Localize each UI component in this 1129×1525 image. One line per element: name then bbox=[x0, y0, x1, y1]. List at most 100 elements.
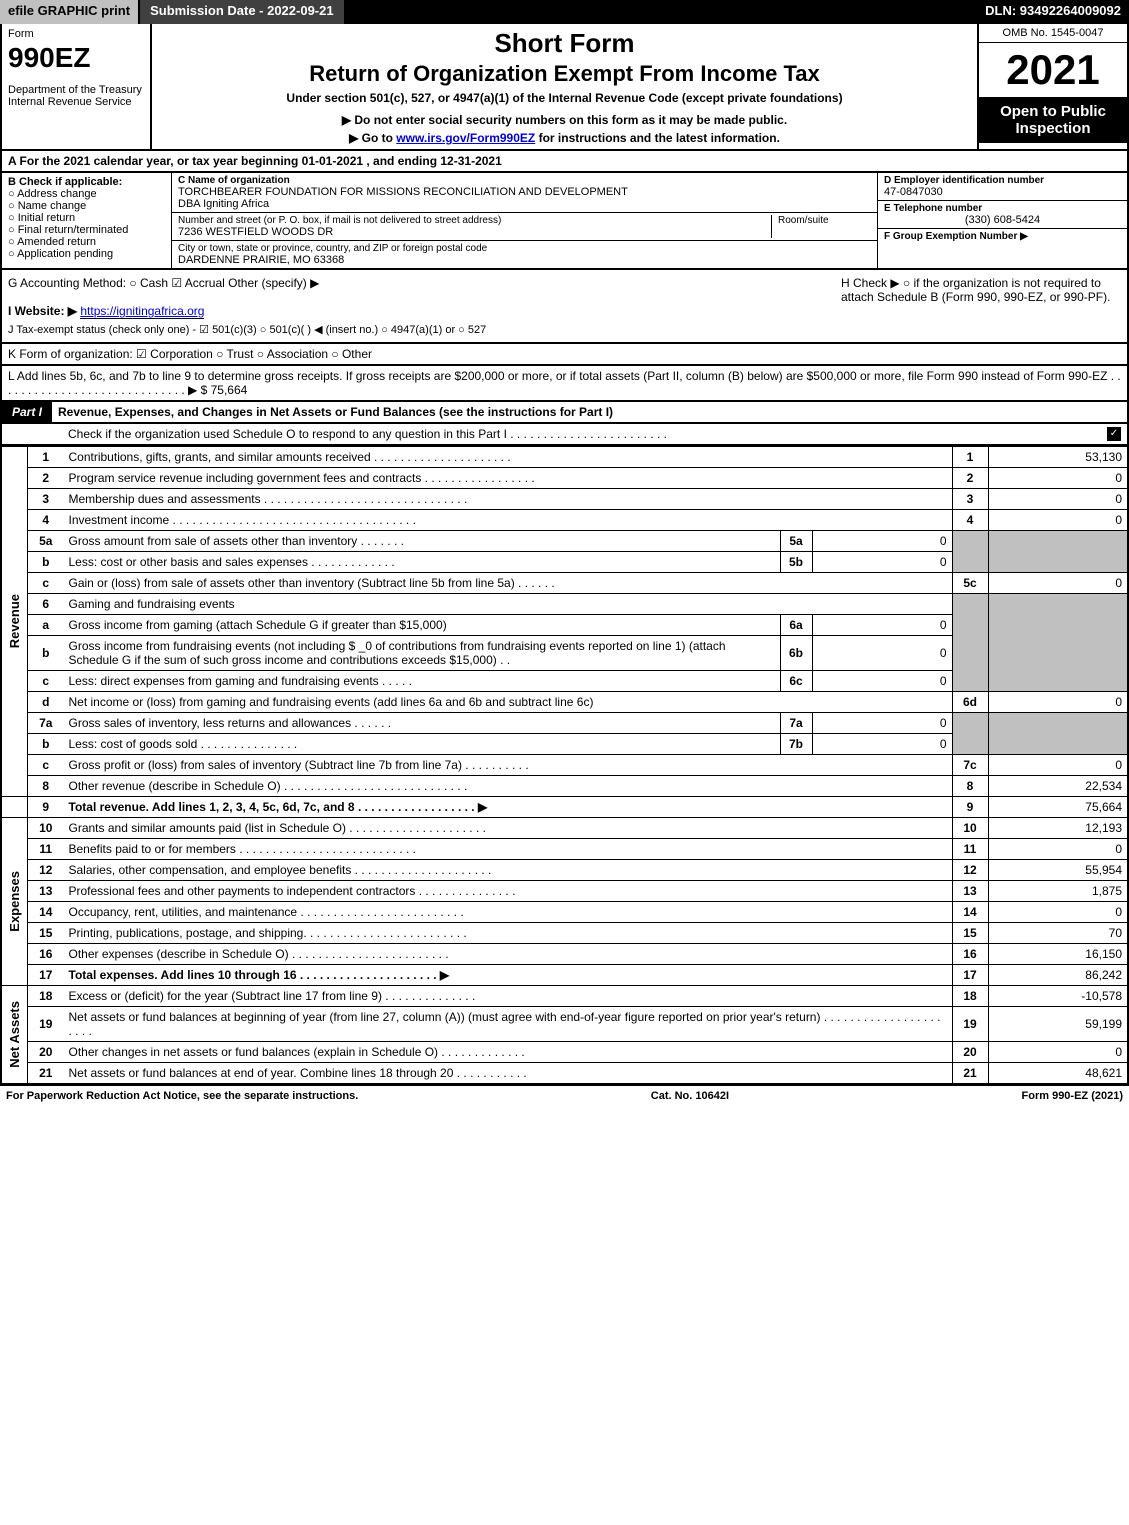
spacer bbox=[344, 0, 978, 24]
row-l-gross-receipts: L Add lines 5b, 6c, and 7b to line 9 to … bbox=[0, 366, 1129, 402]
line-inner-ref: 7a bbox=[780, 713, 812, 734]
chk-final-return[interactable]: ○ Final return/terminated bbox=[8, 224, 165, 236]
shaded-cell bbox=[952, 594, 988, 692]
sched-o-text: Check if the organization used Schedule … bbox=[8, 427, 667, 441]
note-goto-pre: ▶ Go to bbox=[349, 131, 396, 145]
c-street: 7236 WESTFIELD WOODS DR bbox=[178, 226, 771, 238]
section-ghij: G Accounting Method: ○ Cash ☑ Accrual Ot… bbox=[0, 270, 1129, 344]
line-num: c bbox=[28, 671, 64, 692]
line-desc: Grants and similar amounts paid (list in… bbox=[64, 818, 953, 839]
line-amount: 0 bbox=[988, 510, 1128, 531]
line-ref: 12 bbox=[952, 860, 988, 881]
chk-name-change[interactable]: ○ Name change bbox=[8, 200, 165, 212]
line-inner-val: 0 bbox=[812, 671, 952, 692]
line-ref: 6d bbox=[952, 692, 988, 713]
line-num: 16 bbox=[28, 944, 64, 965]
line-amount: 0 bbox=[988, 1042, 1128, 1063]
line-inner-ref: 7b bbox=[780, 734, 812, 755]
c-addr-label: Number and street (or P. O. box, if mail… bbox=[178, 215, 771, 226]
line-num: 21 bbox=[28, 1063, 64, 1085]
line-num: b bbox=[28, 552, 64, 573]
line-desc: Net assets or fund balances at end of ye… bbox=[64, 1063, 953, 1085]
line-amount: 0 bbox=[988, 692, 1128, 713]
netassets-side-label: Net Assets bbox=[7, 1001, 22, 1068]
line-ref: 11 bbox=[952, 839, 988, 860]
line-ref: 9 bbox=[952, 797, 988, 818]
line-inner-val: 0 bbox=[812, 713, 952, 734]
line-num: 8 bbox=[28, 776, 64, 797]
e-phone-value: (330) 608-5424 bbox=[884, 214, 1121, 226]
line-desc: Net income or (loss) from gaming and fun… bbox=[64, 692, 953, 713]
line-num: 3 bbox=[28, 489, 64, 510]
omb-number: OMB No. 1545-0047 bbox=[979, 24, 1127, 43]
line-num: 13 bbox=[28, 881, 64, 902]
section-b: B Check if applicable: ○ Address change … bbox=[0, 173, 1129, 270]
line-num: 4 bbox=[28, 510, 64, 531]
irs-link[interactable]: www.irs.gov/Form990EZ bbox=[396, 131, 535, 145]
section-c-org-info: C Name of organization TORCHBEARER FOUND… bbox=[172, 173, 877, 268]
line-num: 5a bbox=[28, 531, 64, 552]
part-i-header: Part I Revenue, Expenses, and Changes in… bbox=[0, 402, 1129, 424]
line-desc-bold: Total expenses. Add lines 10 through 16 … bbox=[69, 968, 450, 982]
line-num: 1 bbox=[28, 447, 64, 468]
efile-print-label[interactable]: efile GRAPHIC print bbox=[0, 0, 140, 24]
sched-o-checkbox[interactable]: ✓ bbox=[1107, 427, 1121, 441]
line-num: 17 bbox=[28, 965, 64, 986]
line-ref: 2 bbox=[952, 468, 988, 489]
line-ref: 7c bbox=[952, 755, 988, 776]
line-num: 9 bbox=[28, 797, 64, 818]
line-amount: 22,534 bbox=[988, 776, 1128, 797]
line-desc: Gross income from fundraising events (no… bbox=[64, 636, 781, 671]
chk-application-pending-label: Application pending bbox=[17, 248, 113, 260]
line-num: a bbox=[28, 615, 64, 636]
chk-initial-return[interactable]: ○ Initial return bbox=[8, 212, 165, 224]
line-num: 2 bbox=[28, 468, 64, 489]
line-amount: 0 bbox=[988, 489, 1128, 510]
line-amount: 16,150 bbox=[988, 944, 1128, 965]
line-ref: 14 bbox=[952, 902, 988, 923]
g-accounting-method: G Accounting Method: ○ Cash ☑ Accrual Ot… bbox=[8, 276, 831, 290]
line-desc: Professional fees and other payments to … bbox=[64, 881, 953, 902]
irs-label: Internal Revenue Service bbox=[8, 96, 144, 108]
chk-address-change[interactable]: ○ Address change bbox=[8, 188, 165, 200]
footer-catalog: Cat. No. 10642I bbox=[358, 1090, 1021, 1102]
line-inner-ref: 6b bbox=[780, 636, 812, 671]
line-inner-ref: 5a bbox=[780, 531, 812, 552]
line-amount: 0 bbox=[988, 902, 1128, 923]
part-i-title: Revenue, Expenses, and Changes in Net As… bbox=[52, 402, 1127, 422]
form-number: 990EZ bbox=[8, 42, 144, 74]
line-ref: 18 bbox=[952, 986, 988, 1007]
line-amount: 0 bbox=[988, 755, 1128, 776]
line-desc: Occupancy, rent, utilities, and maintena… bbox=[64, 902, 953, 923]
line-num: 15 bbox=[28, 923, 64, 944]
chk-final-return-label: Final return/terminated bbox=[18, 224, 129, 236]
line-amount: 70 bbox=[988, 923, 1128, 944]
line-desc: Other expenses (describe in Schedule O) … bbox=[64, 944, 953, 965]
row-l-text: L Add lines 5b, 6c, and 7b to line 9 to … bbox=[8, 369, 1121, 397]
line-desc: Gross sales of inventory, less returns a… bbox=[64, 713, 781, 734]
line-desc: Gross profit or (loss) from sales of inv… bbox=[64, 755, 953, 776]
chk-application-pending[interactable]: ○ Application pending bbox=[8, 248, 165, 260]
shaded-cell bbox=[988, 594, 1128, 692]
open-to-public: Open to Public Inspection bbox=[979, 97, 1127, 143]
footer-form-ref: Form 990-EZ (2021) bbox=[1022, 1090, 1123, 1102]
chk-initial-return-label: Initial return bbox=[18, 212, 75, 224]
line-amount: 0 bbox=[988, 839, 1128, 860]
shaded-cell bbox=[952, 531, 988, 573]
i-website-link[interactable]: https://ignitingafrica.org bbox=[80, 304, 204, 319]
line-num: 14 bbox=[28, 902, 64, 923]
line-desc: Less: direct expenses from gaming and fu… bbox=[64, 671, 781, 692]
line-desc: Membership dues and assessments . . . . … bbox=[64, 489, 953, 510]
line-amount: 86,242 bbox=[988, 965, 1128, 986]
line-desc: Gain or (loss) from sale of assets other… bbox=[64, 573, 953, 594]
line-inner-val: 0 bbox=[812, 636, 952, 671]
line-num: b bbox=[28, 734, 64, 755]
line-desc: Gross amount from sale of assets other t… bbox=[64, 531, 781, 552]
b-label: B Check if applicable: bbox=[8, 176, 165, 188]
blank-side bbox=[1, 797, 28, 818]
line-num: 18 bbox=[28, 986, 64, 1007]
chk-amended-return[interactable]: ○ Amended return bbox=[8, 236, 165, 248]
section-b-checkboxes: B Check if applicable: ○ Address change … bbox=[2, 173, 172, 268]
line-desc: Gross income from gaming (attach Schedul… bbox=[64, 615, 781, 636]
line-num: c bbox=[28, 755, 64, 776]
